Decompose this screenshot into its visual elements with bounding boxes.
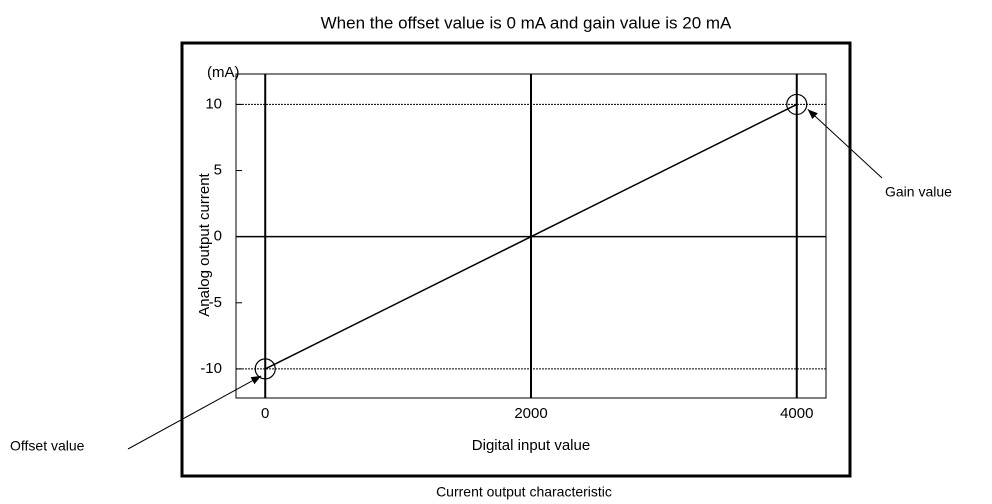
y-tick-label: -5 (209, 294, 222, 311)
outer-frame (180, 41, 852, 478)
y-tick-label: -10 (200, 360, 222, 377)
annotation-arrow (807, 109, 883, 179)
y-unit: (mA) (207, 64, 240, 81)
x-axis-label: Digital input value (472, 437, 590, 454)
data-line (264, 103, 798, 370)
annotation: Gain value (885, 184, 952, 200)
data-point (254, 358, 276, 380)
y-axis-label: Analog output current (196, 172, 213, 316)
x-tick-label: 4000 (780, 405, 813, 422)
y-tick-label: 0 (214, 228, 222, 245)
chart-title: When the offset value is 0 mA and gain v… (321, 13, 732, 32)
annotation: Offset value (10, 438, 85, 454)
caption: Current output characteristic (436, 484, 612, 500)
x-tick-label: 0 (261, 405, 269, 422)
data-point (786, 93, 808, 116)
y-tick-label: 10 (205, 95, 222, 112)
x-tick-label: 2000 (514, 405, 547, 422)
y-tick-label: 5 (214, 162, 222, 179)
annotation-arrow (127, 375, 262, 450)
